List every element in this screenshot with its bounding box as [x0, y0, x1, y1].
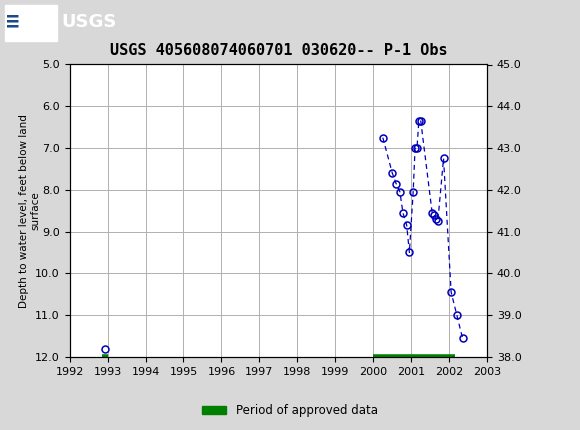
Bar	[5, 4, 57, 41]
Text: USGS: USGS	[61, 12, 116, 31]
Text: ≡: ≡	[6, 12, 19, 32]
Title: USGS 405608074060701 030620-- P-1 Obs: USGS 405608074060701 030620-- P-1 Obs	[110, 43, 447, 58]
Y-axis label: Depth to water level, feet below land
surface: Depth to water level, feet below land su…	[19, 114, 41, 307]
Legend: Period of approved data: Period of approved data	[198, 399, 382, 422]
